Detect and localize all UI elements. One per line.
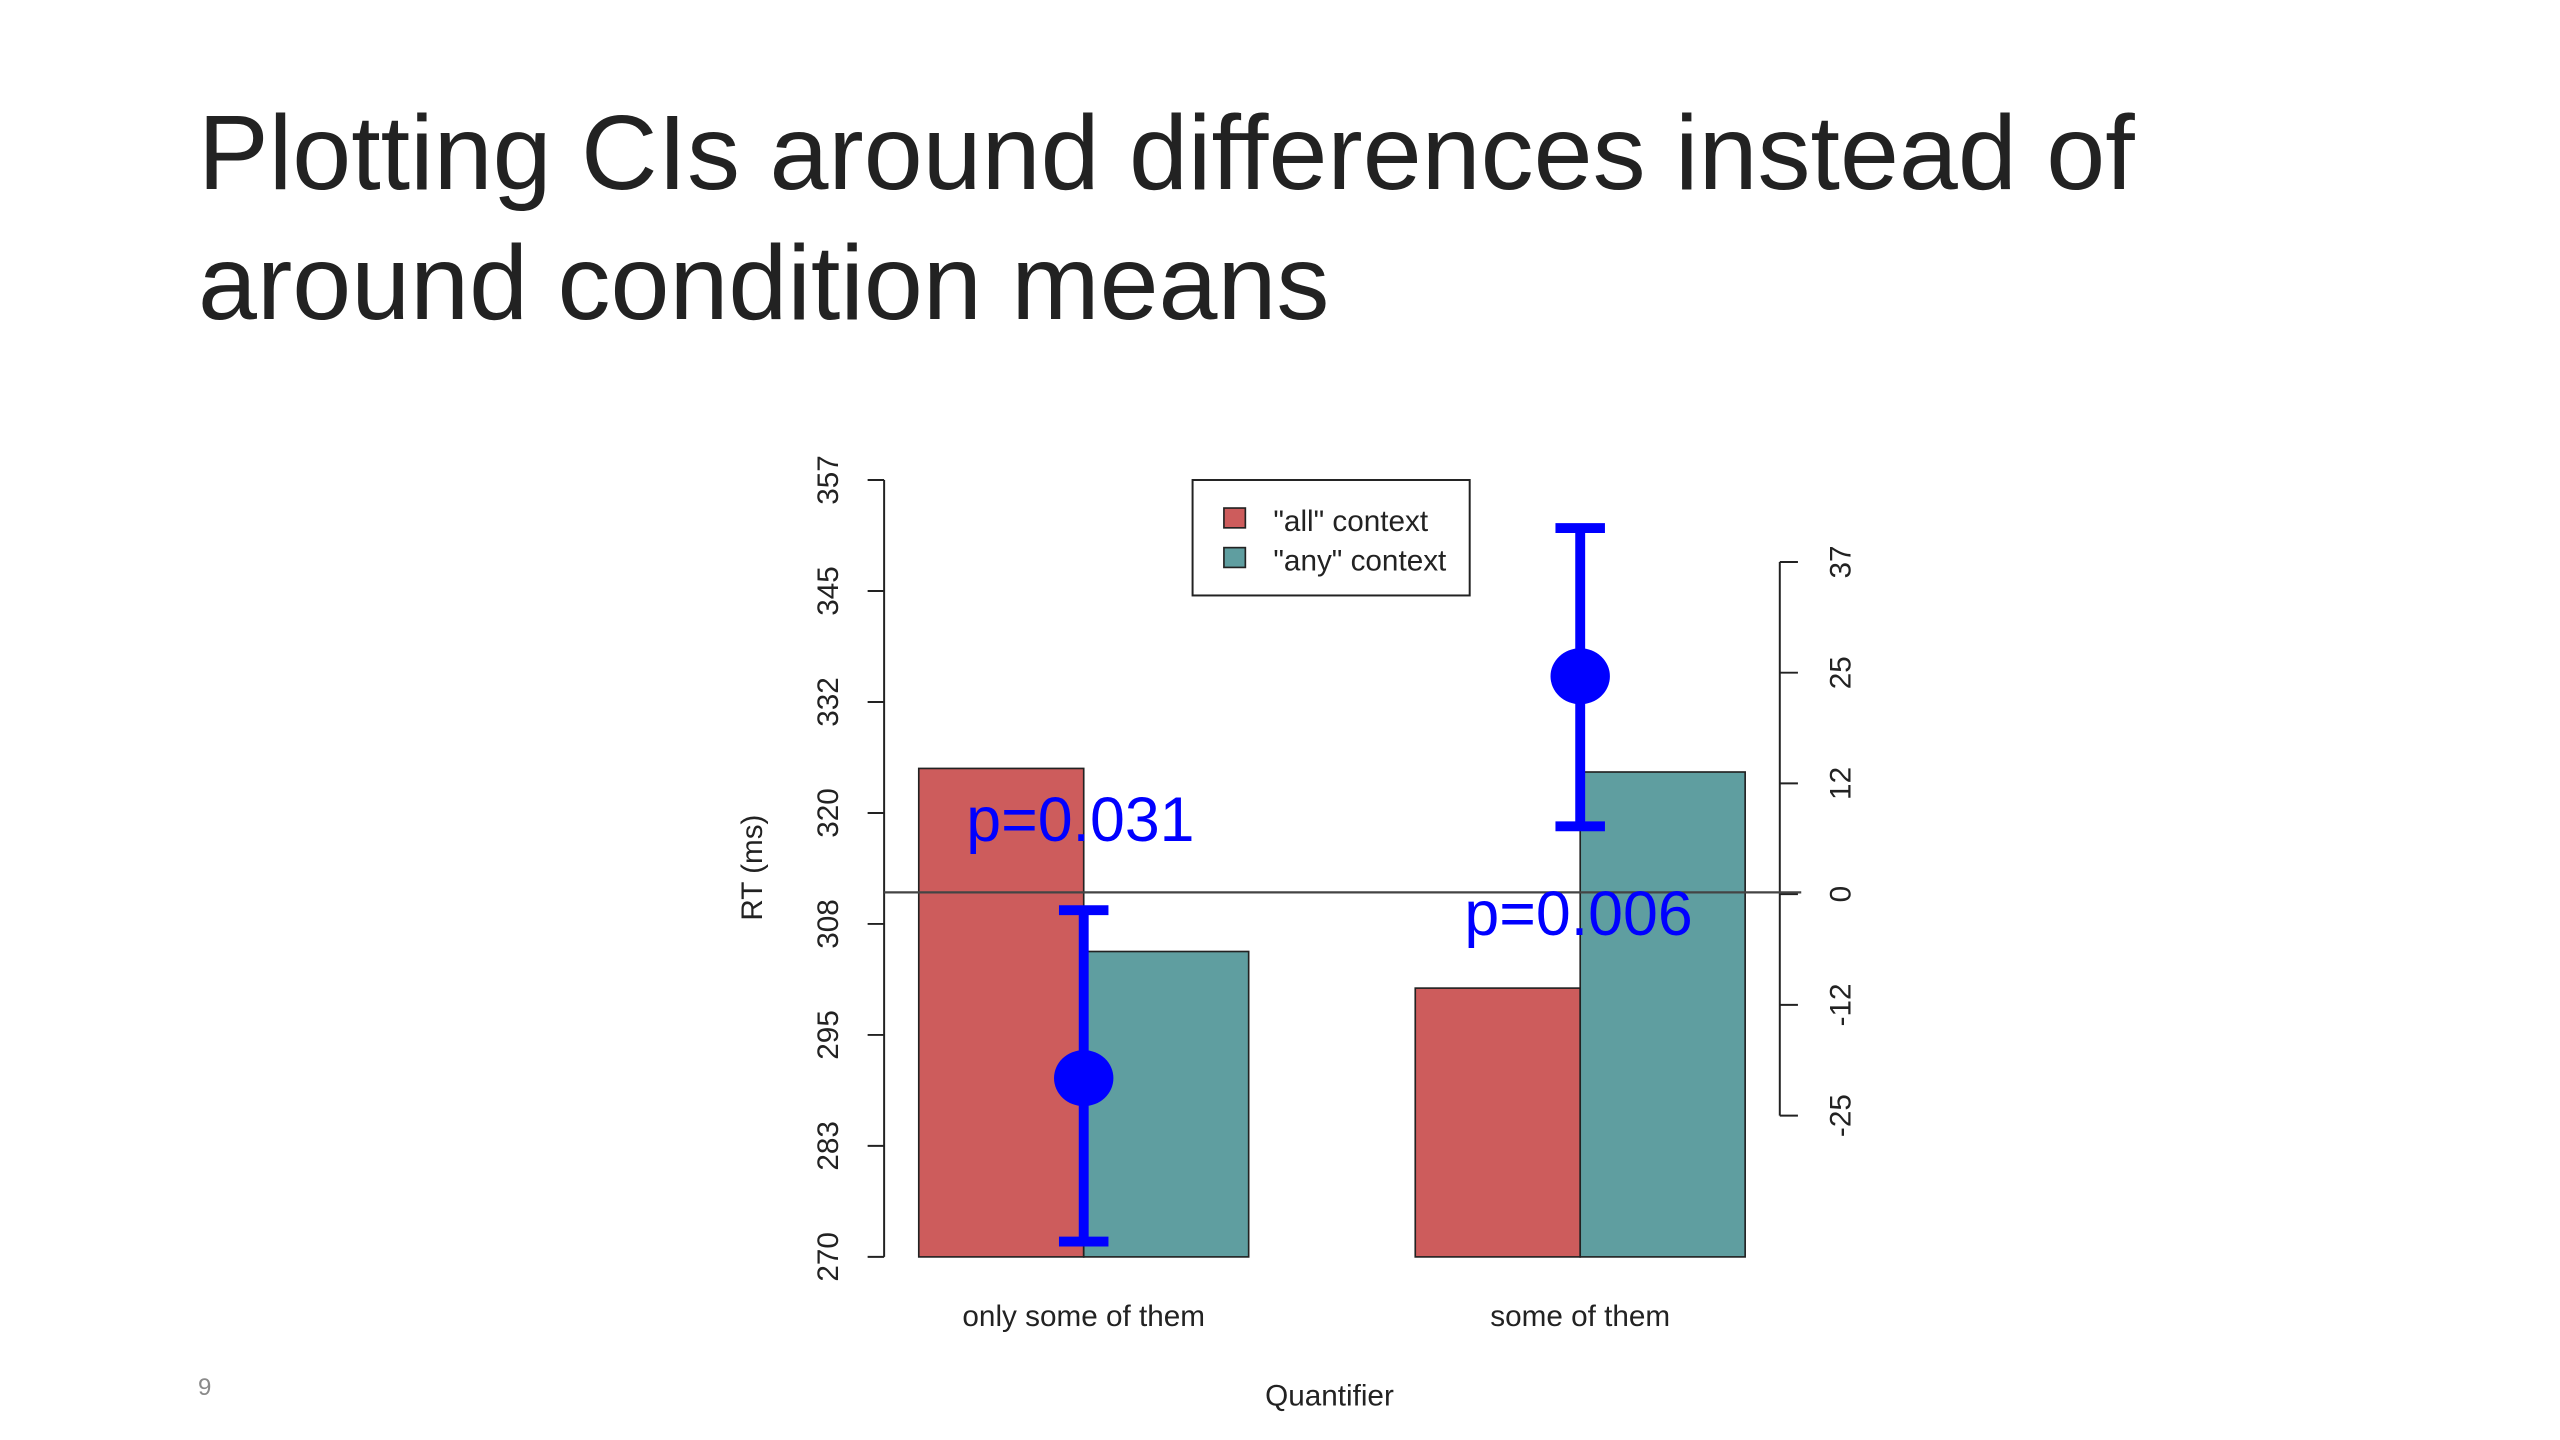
right-tick-label: 12 (1825, 767, 1858, 800)
right-tick-label: 37 (1825, 545, 1858, 578)
right-tick-label: -12 (1825, 983, 1858, 1026)
left-tick-label: 295 (812, 1010, 845, 1060)
left-tick-label: 357 (812, 455, 845, 505)
left-tick-label: 320 (812, 788, 845, 838)
page-number: 9 (198, 1374, 212, 1401)
slide-title: Plotting CIs around differences instead … (198, 88, 2135, 348)
legend-label: "all" context (1273, 505, 1428, 538)
title-line-2: around condition means (198, 224, 1330, 342)
bar-any-1 (1579, 771, 1746, 1258)
right-tick-label: 25 (1825, 656, 1858, 689)
p-value-label: p=0.006 (1464, 879, 1692, 949)
bar-any-0 (1082, 950, 1250, 1258)
x-axis-title: Quantifier (1265, 1379, 1394, 1412)
p-value-label: p=0.031 (966, 785, 1194, 855)
legend-label: "any" context (1273, 545, 1447, 578)
left-tick-label: 345 (812, 566, 845, 616)
x-tick-label: some of them (1490, 1300, 1670, 1333)
title-line-1: Plotting CIs around differences instead … (198, 94, 2135, 212)
right-tick-label: -25 (1825, 1094, 1858, 1137)
right-tick-label: 0 (1825, 886, 1858, 903)
left-tick-label: 283 (812, 1121, 845, 1171)
difference-point (1550, 648, 1610, 705)
bar-all-1 (1414, 987, 1582, 1258)
legend-box (1191, 479, 1471, 597)
legend-swatch (1223, 546, 1247, 569)
y-axis-title: RT (ms) (736, 815, 769, 921)
left-tick-label: 308 (812, 899, 845, 949)
x-tick-label: only some of them (962, 1300, 1205, 1333)
legend-swatch (1223, 507, 1247, 529)
left-tick-label: 332 (812, 677, 845, 727)
left-tick-label: 270 (812, 1232, 845, 1282)
difference-point (1054, 1050, 1114, 1107)
